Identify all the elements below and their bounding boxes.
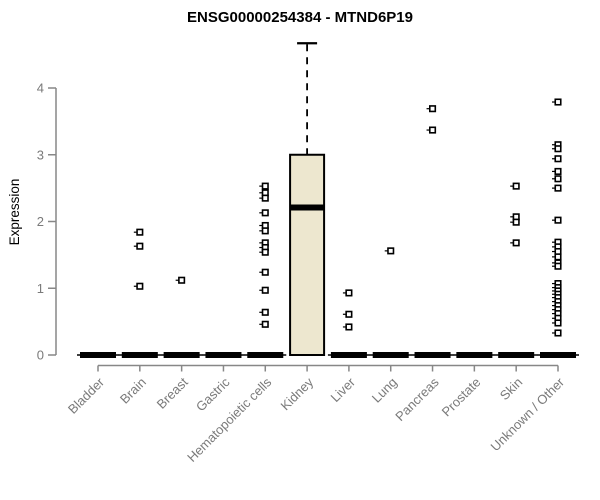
zero-median-bar bbox=[247, 352, 284, 358]
zero-median-bar bbox=[372, 352, 409, 358]
x-tick-label-breast: Breast bbox=[154, 374, 191, 411]
x-tick-label-gastric: Gastric bbox=[193, 374, 233, 414]
outlier-point bbox=[512, 239, 520, 247]
x-tick-label-skin: Skin bbox=[497, 375, 525, 403]
outlier-point bbox=[554, 98, 562, 106]
x-tick-label-unknown-other: Unknown / Other bbox=[488, 374, 568, 454]
outlier-point bbox=[178, 276, 186, 284]
outlier-point bbox=[554, 184, 562, 192]
outlier-point bbox=[428, 105, 437, 113]
outlier-point bbox=[554, 216, 562, 224]
outlier-point bbox=[345, 323, 353, 331]
zero-median-bar bbox=[80, 352, 116, 358]
chart-title: ENSG00000254384 - MTND6P19 bbox=[187, 9, 413, 26]
x-tick-label-pancreas: Pancreas bbox=[392, 374, 442, 424]
y-tick-label: 0 bbox=[37, 348, 44, 363]
x-tick-label-bladder: Bladder bbox=[65, 374, 108, 417]
y-tick-label: 1 bbox=[37, 281, 44, 296]
outlier-point bbox=[136, 242, 144, 250]
x-tick-label-prostate: Prostate bbox=[439, 375, 484, 420]
outlier-point bbox=[428, 126, 437, 134]
outlier-point bbox=[261, 209, 269, 217]
x-tick-label-brain: Brain bbox=[117, 375, 149, 407]
outlier-point bbox=[554, 319, 562, 327]
outlier-point bbox=[554, 262, 562, 270]
outlier-point bbox=[345, 310, 353, 318]
outlier-point bbox=[512, 182, 520, 190]
outlier-point bbox=[261, 320, 269, 328]
outlier-point bbox=[554, 329, 562, 337]
outlier-point bbox=[554, 167, 562, 175]
outlier-point bbox=[261, 268, 269, 276]
outlier-point bbox=[261, 248, 269, 256]
zero-median-bar bbox=[205, 352, 242, 358]
outlier-point bbox=[554, 155, 562, 163]
outlier-point bbox=[345, 289, 353, 297]
zero-median-bar bbox=[498, 352, 535, 358]
y-tick-label: 2 bbox=[37, 214, 44, 229]
outlier-point bbox=[261, 308, 269, 316]
zero-median-bar bbox=[330, 352, 367, 358]
outlier-point bbox=[261, 227, 269, 235]
outlier-point bbox=[136, 282, 144, 290]
zero-median-bar bbox=[414, 352, 451, 358]
outlier-point bbox=[387, 247, 395, 255]
y-tick-label: 4 bbox=[37, 81, 44, 96]
outlier-point bbox=[261, 286, 269, 294]
x-tick-label-lung: Lung bbox=[369, 375, 400, 406]
outlier-point bbox=[512, 218, 520, 226]
y-axis-title: Expression bbox=[7, 179, 22, 246]
x-tick-label-liver: Liver bbox=[327, 374, 358, 405]
outlier-point bbox=[136, 228, 144, 236]
outlier-point bbox=[554, 175, 562, 183]
box-kidney bbox=[289, 153, 326, 356]
outlier-point bbox=[261, 194, 269, 202]
zero-median-bar bbox=[121, 352, 158, 358]
zero-median-bar bbox=[163, 352, 200, 358]
zero-median-bar bbox=[456, 352, 493, 358]
y-tick-label: 3 bbox=[37, 147, 44, 162]
outlier-point bbox=[554, 145, 562, 153]
outlier-point bbox=[261, 182, 269, 190]
zero-median-bar bbox=[540, 352, 576, 358]
x-tick-label-kidney: Kidney bbox=[277, 374, 316, 413]
outlier-point bbox=[554, 253, 562, 261]
